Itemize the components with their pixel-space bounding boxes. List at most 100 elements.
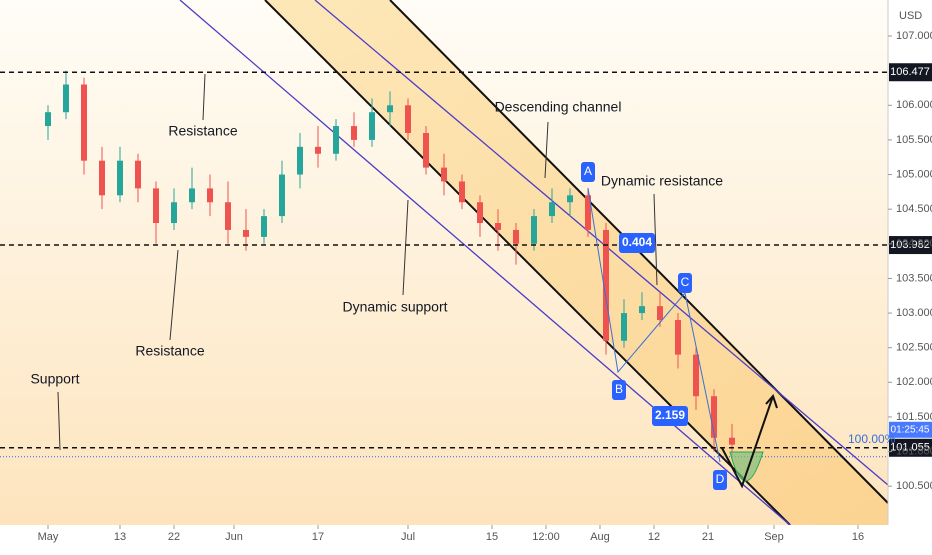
y-tick-label: 107.000 <box>896 30 932 42</box>
x-tick-label: Sep <box>764 531 784 543</box>
projection-arrow <box>721 395 774 489</box>
fib-label: 100.00% <box>848 432 896 446</box>
y-tick-label: 102.500 <box>896 342 932 354</box>
y-tick-label: 100.500 <box>896 480 932 492</box>
y-tick-label: 105.000 <box>896 168 932 180</box>
annotation: Support <box>30 371 79 387</box>
annotation: Resistance <box>168 123 237 139</box>
candle-body <box>567 195 573 203</box>
y-tick-label: 103.500 <box>896 272 932 284</box>
cup-shape <box>729 451 764 482</box>
ratio-box <box>652 406 688 426</box>
candle-body <box>315 146 321 154</box>
y-tick-label: 101.500 <box>896 411 932 423</box>
candle-body <box>639 306 645 314</box>
x-tick-label: 13 <box>114 531 126 543</box>
ratio-box <box>619 233 655 253</box>
price-tag <box>889 438 932 457</box>
x-tick-label: 17 <box>312 531 324 543</box>
x-tick-label: Jul <box>401 531 415 543</box>
channel-fill <box>265 0 888 525</box>
candle-body <box>297 146 303 175</box>
candle-body <box>171 202 177 224</box>
x-tick-label: 12:00 <box>532 531 560 543</box>
candle-body <box>243 229 249 237</box>
y-tick-label: 101.000 <box>896 445 932 457</box>
candle-body <box>135 160 141 189</box>
x-tick-label: 16 <box>852 531 864 543</box>
ratio-label: 0.404 <box>622 235 652 249</box>
annotation: Resistance <box>135 343 204 359</box>
candle-body <box>261 216 267 237</box>
point-label: A <box>584 164 592 178</box>
candle-body <box>189 188 195 203</box>
candle-body <box>387 105 393 113</box>
candle-body <box>513 229 519 244</box>
price-tag-label: 103.982 <box>890 239 930 251</box>
candle-body <box>153 188 159 224</box>
point-label: C <box>681 275 690 289</box>
candle-body <box>657 306 663 320</box>
price-tag-label: 106.477 <box>890 66 930 78</box>
candle-body <box>405 105 411 133</box>
abcd-pattern <box>587 187 721 463</box>
arrow-head <box>765 394 778 409</box>
candle-body <box>675 319 681 355</box>
x-tick-label: 21 <box>702 531 714 543</box>
point-label: B <box>615 382 623 396</box>
currency: USD <box>899 10 922 22</box>
candle-body <box>729 437 735 445</box>
y-tick-label: 105.500 <box>896 134 932 146</box>
point-label: D <box>716 472 725 486</box>
dynamic-support-line <box>179 0 791 526</box>
y-tick-label: 102.000 <box>896 376 932 388</box>
time-axis <box>0 525 888 550</box>
candles <box>45 70 735 459</box>
candle-body <box>459 181 465 203</box>
candle-body <box>621 313 627 341</box>
point-box <box>581 162 595 182</box>
candle-body <box>477 202 483 224</box>
candle-body <box>531 216 537 244</box>
annotation: Descending channel <box>495 99 622 115</box>
price-tag <box>889 63 932 82</box>
candle-body <box>333 126 339 154</box>
point-box <box>713 470 727 490</box>
price-axis <box>888 0 932 550</box>
candle-body <box>207 188 213 203</box>
price-tag <box>889 236 932 255</box>
candle-body <box>549 202 555 217</box>
candle-body <box>225 202 231 230</box>
candle-body <box>351 126 357 140</box>
candle-body <box>693 354 699 397</box>
x-tick-label: 12 <box>648 531 660 543</box>
x-tick-label: May <box>38 531 59 543</box>
x-tick-label: Aug <box>590 531 610 543</box>
annotation: Dynamic support <box>342 299 447 315</box>
dynamic-resistance-line <box>314 0 889 486</box>
countdown: 01:25:45 <box>891 424 930 435</box>
ratio-label: 2.159 <box>655 408 685 422</box>
candle-body <box>369 112 375 140</box>
candle-body <box>117 160 123 196</box>
candle-body <box>279 174 285 217</box>
candle-body <box>63 84 69 113</box>
candle-body <box>99 160 105 196</box>
candle-body <box>423 132 429 168</box>
y-tick-label: 103.000 <box>896 307 932 319</box>
price-tag-label: 101.055 <box>890 442 930 454</box>
y-tick-label: 104.500 <box>896 203 932 215</box>
point-box <box>612 380 626 400</box>
candle-body <box>441 167 447 182</box>
candle-body <box>711 396 717 438</box>
pointers <box>57 73 658 451</box>
candle-body <box>603 229 609 341</box>
countdown-tag <box>889 421 932 438</box>
x-tick-label: 15 <box>486 531 498 543</box>
y-tick-label: 104.000 <box>896 238 932 250</box>
y-tick-label: 106.000 <box>896 99 932 111</box>
annotation: Dynamic resistance <box>601 173 723 189</box>
candle-body <box>45 112 51 127</box>
